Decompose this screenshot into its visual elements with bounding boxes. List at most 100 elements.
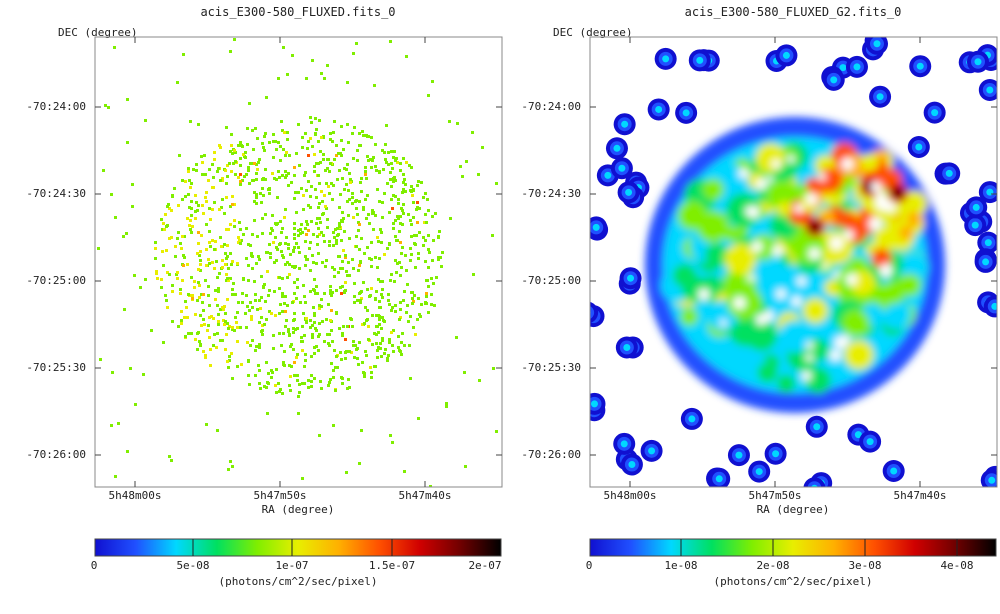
count-pixel xyxy=(358,132,361,135)
right-cbar-tick-5: 4e-08 xyxy=(940,559,973,572)
count-pixel xyxy=(387,354,390,357)
count-pixel xyxy=(195,163,198,166)
source-core xyxy=(986,188,994,196)
count-pixel xyxy=(286,261,289,264)
count-pixel xyxy=(325,207,328,210)
count-pixel xyxy=(369,366,372,369)
count-pixel xyxy=(389,434,392,437)
count-pixel xyxy=(409,247,412,250)
count-pixel xyxy=(279,159,282,162)
count-pixel xyxy=(459,165,462,168)
count-pixel xyxy=(305,220,308,223)
count-pixel xyxy=(340,125,343,128)
count-pixel xyxy=(231,260,234,263)
count-pixel xyxy=(273,261,276,264)
count-pixel xyxy=(237,301,240,304)
count-pixel xyxy=(360,290,363,293)
count-pixel xyxy=(346,163,349,166)
count-pixel xyxy=(226,255,229,258)
count-pixel xyxy=(286,131,289,134)
count-pixel xyxy=(202,309,205,312)
count-pixel xyxy=(211,208,214,211)
count-pixel xyxy=(220,206,223,209)
count-pixel xyxy=(180,322,183,325)
count-pixel xyxy=(196,332,199,335)
isolated-source xyxy=(764,442,787,465)
count-pixel xyxy=(259,387,262,390)
count-pixel xyxy=(342,325,345,328)
count-pixel xyxy=(236,311,239,314)
count-pixel xyxy=(254,299,257,302)
isolated-source xyxy=(845,55,868,78)
count-pixel xyxy=(353,126,356,129)
count-pixel xyxy=(246,341,249,344)
count-pixel xyxy=(331,198,334,201)
count-pixel xyxy=(305,321,308,324)
count-pixel xyxy=(423,221,426,224)
count-pixel xyxy=(236,340,239,343)
count-pixel xyxy=(366,194,369,197)
count-pixel xyxy=(244,151,247,154)
count-pixel xyxy=(247,169,250,172)
count-pixel xyxy=(283,302,286,305)
count-pixel xyxy=(365,319,368,322)
count-pixel xyxy=(397,202,400,205)
count-pixel xyxy=(390,150,393,153)
count-pixel xyxy=(389,171,392,174)
count-pixel xyxy=(219,146,222,149)
count-pixel xyxy=(316,292,319,295)
count-pixel xyxy=(345,270,348,273)
count-pixel xyxy=(283,350,286,353)
count-pixel xyxy=(398,261,401,264)
count-pixel xyxy=(229,223,232,226)
count-pixel xyxy=(315,128,318,131)
count-pixel xyxy=(186,263,189,266)
count-pixel xyxy=(317,206,320,209)
count-pixel xyxy=(341,382,344,385)
count-pixel xyxy=(281,292,284,295)
count-pixel xyxy=(231,326,234,329)
count-pixel xyxy=(380,241,383,244)
count-pixel xyxy=(301,146,304,149)
isolated-source xyxy=(859,430,882,453)
count-pixel xyxy=(341,334,344,337)
count-pixel xyxy=(389,279,392,282)
count-pixel xyxy=(341,267,344,270)
count-pixel xyxy=(300,187,303,190)
count-pixel xyxy=(410,166,413,169)
count-pixel xyxy=(214,298,217,301)
count-pixel xyxy=(312,233,315,236)
count-pixel xyxy=(273,290,276,293)
count-pixel xyxy=(212,344,215,347)
count-pixel xyxy=(293,197,296,200)
count-pixel xyxy=(226,360,229,363)
count-pixel xyxy=(164,213,167,216)
count-pixel xyxy=(309,326,312,329)
count-pixel xyxy=(304,227,307,230)
count-pixel xyxy=(328,344,331,347)
count-pixel xyxy=(265,361,268,364)
count-pixel xyxy=(254,293,257,296)
count-pixel xyxy=(356,159,359,162)
left-image xyxy=(97,38,498,487)
count-pixel xyxy=(330,182,333,185)
count-pixel xyxy=(332,244,335,247)
count-pixel xyxy=(212,186,215,189)
count-pixel xyxy=(238,239,241,242)
count-pixel xyxy=(391,344,394,347)
count-pixel xyxy=(463,371,466,374)
count-pixel xyxy=(165,249,168,252)
count-pixel xyxy=(332,424,335,427)
count-pixel xyxy=(397,217,400,220)
count-pixel xyxy=(293,361,296,364)
isolated-source xyxy=(869,85,892,108)
count-pixel xyxy=(272,334,275,337)
count-pixel xyxy=(315,345,318,348)
count-pixel xyxy=(370,136,373,139)
count-pixel xyxy=(364,350,367,353)
left-title: acis_E300-580_FLUXED.fits_0 xyxy=(200,5,395,19)
source-core xyxy=(991,302,997,310)
count-pixel xyxy=(288,263,291,266)
count-pixel xyxy=(400,266,403,269)
count-pixel xyxy=(167,203,170,206)
